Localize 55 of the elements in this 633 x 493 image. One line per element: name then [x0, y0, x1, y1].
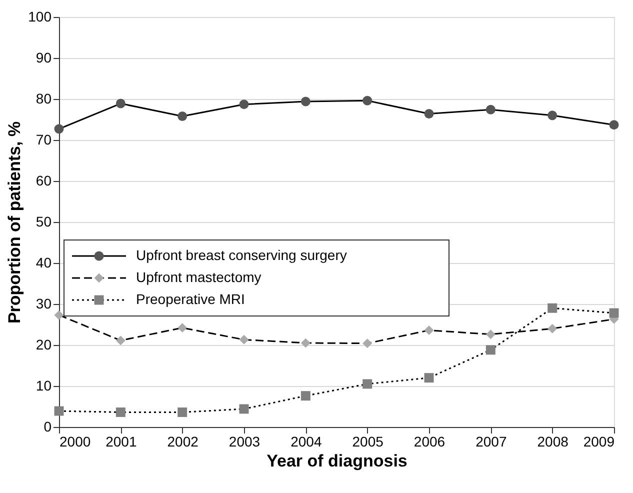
y-tick-label: 20 [36, 336, 52, 352]
y-tick-label: 90 [36, 50, 52, 66]
point [362, 338, 372, 348]
y-tick-label: 70 [36, 132, 52, 148]
x-tick-label: 2000 [60, 434, 91, 450]
y-tick-label: 30 [36, 296, 52, 312]
x-tick-label: 2009 [583, 434, 615, 450]
point [548, 324, 558, 334]
point [609, 308, 619, 318]
y-tick-label: 80 [36, 90, 52, 106]
point [239, 404, 249, 414]
y-tick-label: 40 [36, 254, 52, 270]
point [300, 338, 310, 348]
legend-label: Upfront mastectomy [136, 269, 262, 285]
point [116, 407, 126, 417]
point [424, 325, 434, 335]
x-tick-label: 2004 [290, 434, 322, 450]
point [178, 111, 188, 121]
point [300, 96, 310, 106]
x-tick-label: 2002 [167, 434, 199, 450]
point [300, 391, 310, 401]
point [424, 373, 434, 383]
y-tick-label: 50 [36, 214, 52, 230]
x-tick-label: 2006 [414, 434, 446, 450]
y-tick-label: 0 [44, 418, 52, 434]
x-axis-title: Year of diagnosis [266, 452, 408, 470]
x-tick-label: 2008 [537, 434, 569, 450]
point [362, 96, 372, 106]
point [178, 407, 188, 417]
y-tick-label: 100 [28, 8, 52, 24]
point [362, 379, 372, 389]
point [486, 330, 496, 340]
y-tick-label: 60 [36, 172, 52, 188]
point [54, 124, 64, 134]
x-tick-label: 2005 [352, 434, 384, 450]
point [54, 406, 64, 416]
point [548, 303, 558, 313]
point [239, 100, 249, 110]
point [548, 110, 558, 120]
x-tick-label: 2003 [228, 434, 260, 450]
point [609, 120, 619, 130]
point [239, 334, 249, 344]
x-tick-label: 2007 [476, 434, 507, 450]
point [54, 310, 64, 320]
point [486, 104, 496, 114]
point [116, 98, 126, 108]
legend-label: Upfront breast conserving surgery [136, 247, 347, 263]
legend-label: Preoperative MRI [136, 291, 245, 307]
y-axis-title: Proportion of patients, % [5, 121, 24, 324]
point [486, 345, 496, 355]
point [424, 109, 434, 118]
x-tick-label: 2001 [106, 434, 137, 450]
y-tick-label: 10 [36, 378, 52, 394]
point [116, 336, 126, 346]
point [178, 323, 188, 333]
